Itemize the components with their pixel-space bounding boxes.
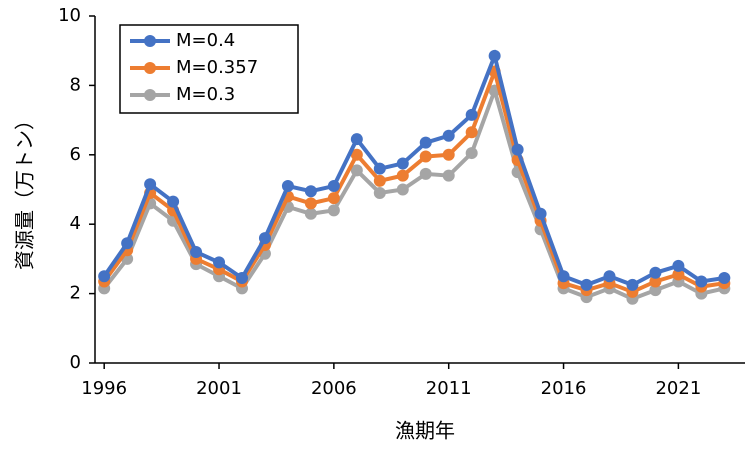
point (304, 207, 317, 220)
legend-label: M=0.3 (176, 84, 235, 105)
point (465, 108, 478, 121)
point (580, 278, 593, 291)
point (304, 197, 317, 210)
point (373, 174, 386, 187)
point (304, 185, 317, 198)
point (465, 147, 478, 160)
x-tick-label: 2011 (426, 378, 472, 399)
point (350, 164, 363, 177)
point (718, 271, 731, 284)
legend-label: M=0.357 (176, 57, 258, 78)
x-tick-label: 1996 (81, 378, 127, 399)
y-tick-label: 10 (58, 5, 81, 26)
point (419, 167, 432, 180)
point (626, 278, 639, 291)
point (603, 270, 616, 283)
point (488, 49, 501, 62)
x-tick-label: 2016 (541, 378, 587, 399)
point (327, 204, 340, 217)
y-tick-label: 2 (70, 283, 81, 304)
y-tick-label: 8 (70, 74, 81, 95)
y-axis-label: 資源量（万トン） (13, 110, 37, 270)
point (190, 245, 203, 258)
series-line (102, 49, 725, 288)
point (98, 270, 111, 283)
point (419, 136, 432, 149)
point (396, 169, 409, 182)
point (649, 284, 662, 297)
y-tick-label: 4 (70, 213, 81, 234)
point (649, 275, 662, 288)
point (396, 157, 409, 170)
point (327, 192, 340, 205)
y-tick-label: 0 (70, 352, 81, 373)
legend-label: M=0.4 (176, 30, 235, 51)
x-tick-label: 2001 (196, 378, 242, 399)
x-tick-label: 2006 (311, 378, 357, 399)
point (672, 268, 685, 281)
point (373, 162, 386, 175)
point (213, 256, 226, 269)
point (695, 275, 708, 288)
y-tick-label: 6 (70, 144, 81, 165)
point (442, 148, 455, 161)
point (281, 180, 294, 193)
point (442, 169, 455, 182)
point (167, 195, 180, 208)
point (649, 266, 662, 279)
point (121, 237, 134, 250)
point (258, 232, 271, 245)
point (672, 259, 685, 272)
point (534, 207, 547, 220)
point (396, 183, 409, 196)
point (350, 133, 363, 146)
x-tick-label: 2021 (655, 378, 701, 399)
point (419, 150, 432, 163)
x-axis-label: 漁期年 (395, 419, 455, 443)
point (373, 186, 386, 199)
legend-marker (144, 35, 156, 47)
point (350, 148, 363, 161)
series-line (102, 64, 725, 295)
point (557, 270, 570, 283)
point (511, 143, 524, 156)
point (144, 178, 157, 191)
point (442, 129, 455, 142)
point (235, 271, 248, 284)
legend-marker (144, 89, 156, 101)
series-line (102, 84, 725, 301)
legend-marker (144, 62, 156, 74)
point (327, 180, 340, 193)
point (465, 126, 478, 139)
